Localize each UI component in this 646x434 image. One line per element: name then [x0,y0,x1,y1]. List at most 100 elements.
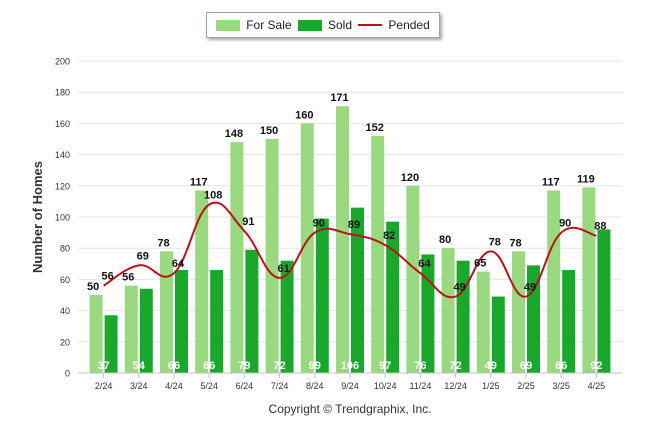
y-axis-label: Number of Homes [30,161,45,273]
for-sale-value-label: 150 [260,125,278,137]
sold-value-label: 92 [590,360,602,372]
y-tick-label: 200 [55,57,70,67]
sold-value-label: 106 [341,360,359,372]
for-sale-bar [476,271,490,373]
y-tick-label: 160 [55,119,70,129]
sold-bar [562,270,576,373]
sold-value-label: 49 [485,360,497,372]
sold-bar [175,270,188,373]
for-sale-value-label: 117 [542,176,560,188]
pended-value-label: 108 [204,190,222,202]
y-tick-label: 180 [55,88,70,98]
sold-value-label: 54 [133,360,146,372]
sold-bar [527,265,540,373]
for-sale-bar [160,251,173,373]
sold-value-label: 69 [520,360,532,372]
x-tick-label: 8/24 [306,381,324,391]
for-sale-bar [371,135,385,373]
pended-value-label: 49 [453,282,465,294]
sold-bar [245,249,259,373]
y-tick-label: 120 [55,181,70,191]
for-sale-bar [441,248,455,373]
for-sale-bar [582,187,596,373]
x-tick-label: 4/24 [165,381,183,391]
pended-value-label: 61 [277,263,289,275]
for-sale-bar [512,251,525,373]
x-tick-label: 2/25 [517,381,535,391]
x-tick-label: 2/24 [95,381,113,391]
pended-value-label: 90 [559,218,571,230]
pended-line-path [103,201,597,299]
for-sale-value-label: 117 [190,176,208,188]
pended-value-label: 91 [242,216,254,228]
for-sale-value-label: 65 [474,258,486,270]
for-sale-swatch [216,19,241,31]
y-tick-label: 0 [65,369,70,379]
sold-bar [421,254,435,373]
for-sale-value-label: 80 [439,234,451,246]
pended-value-label: 64 [172,258,185,270]
for-sale-value-label: 152 [366,122,384,134]
sold-bar [210,270,224,373]
for-sale-bar [265,139,279,373]
x-tick-label: 12/24 [444,381,467,391]
x-tick-label: 3/24 [130,381,148,391]
sold-bar [597,229,611,373]
sold-bar [456,260,470,373]
legend-item-pended[interactable]: Pended [358,18,430,32]
legend-label-for-sale: For Sale [246,18,292,32]
for-sale-bar [124,285,138,373]
for-sale-value-label: 78 [157,237,169,249]
pended-value-label: 89 [348,219,360,231]
y-tick-label: 80 [60,244,70,254]
x-tick-label: 6/24 [236,381,254,391]
x-tick-label: 7/24 [271,381,289,391]
x-tick-label: 11/24 [409,381,431,391]
pended-line [103,201,597,299]
for-sale-bar [406,185,420,373]
sold-value-label: 66 [555,360,567,372]
for-sale-bar [89,295,103,373]
axes: 0 20 40 60 80 100 120 140 160 180 200 2/24 3/24 4/24 5… [55,57,622,391]
sold-bar [491,296,505,373]
for-sale-value-label: 148 [225,128,243,140]
sold-value-label: 72 [449,360,461,372]
y-tick-label: 40 [60,306,70,316]
pended-value-label: 82 [383,230,395,242]
sold-value-label: 99 [309,360,321,372]
x-tick-label: 10/24 [374,381,397,391]
for-sale-bar [300,123,314,374]
sold-value-label: 97 [379,360,391,372]
x-tick-label: 9/24 [341,381,359,391]
for-sale-bar [230,142,244,373]
legend-label-sold: Sold [327,18,352,32]
x-tick-label: 3/25 [552,381,570,391]
sold-value-label: 66 [168,360,180,372]
legend-item-sold[interactable]: Sold [297,18,352,32]
for-sale-value-label: 160 [295,109,313,121]
sold-value-label: 72 [273,360,285,372]
data-labels: 50 37 56 54 78 66 117 66 148 79 150 72 160 99 171 106 15… [87,92,607,372]
x-tick-label: 1/25 [482,381,500,391]
for-sale-value-label: 171 [330,92,348,104]
y-tick-label: 20 [60,337,70,347]
sold-bar [315,218,329,373]
sold-bar [386,221,400,373]
sold-value-label: 76 [414,360,426,372]
pended-value-label: 64 [418,258,431,270]
sold-value-label: 37 [97,360,109,372]
for-sale-bar [195,190,209,373]
sold-bar [104,315,118,373]
for-sale-value-label: 119 [577,173,595,185]
sold-bar [280,260,294,373]
sold-value-label: 66 [203,360,215,372]
for-sale-value-label: 50 [87,281,99,293]
sold-swatch [297,19,322,31]
pended-value-label: 90 [313,218,325,230]
for-sale-value-label: 56 [122,272,134,284]
sold-value-label: 79 [238,360,250,372]
bars [89,106,611,374]
legend-item-for-sale[interactable]: For Sale [216,18,292,32]
y-tick-label: 100 [55,213,70,223]
